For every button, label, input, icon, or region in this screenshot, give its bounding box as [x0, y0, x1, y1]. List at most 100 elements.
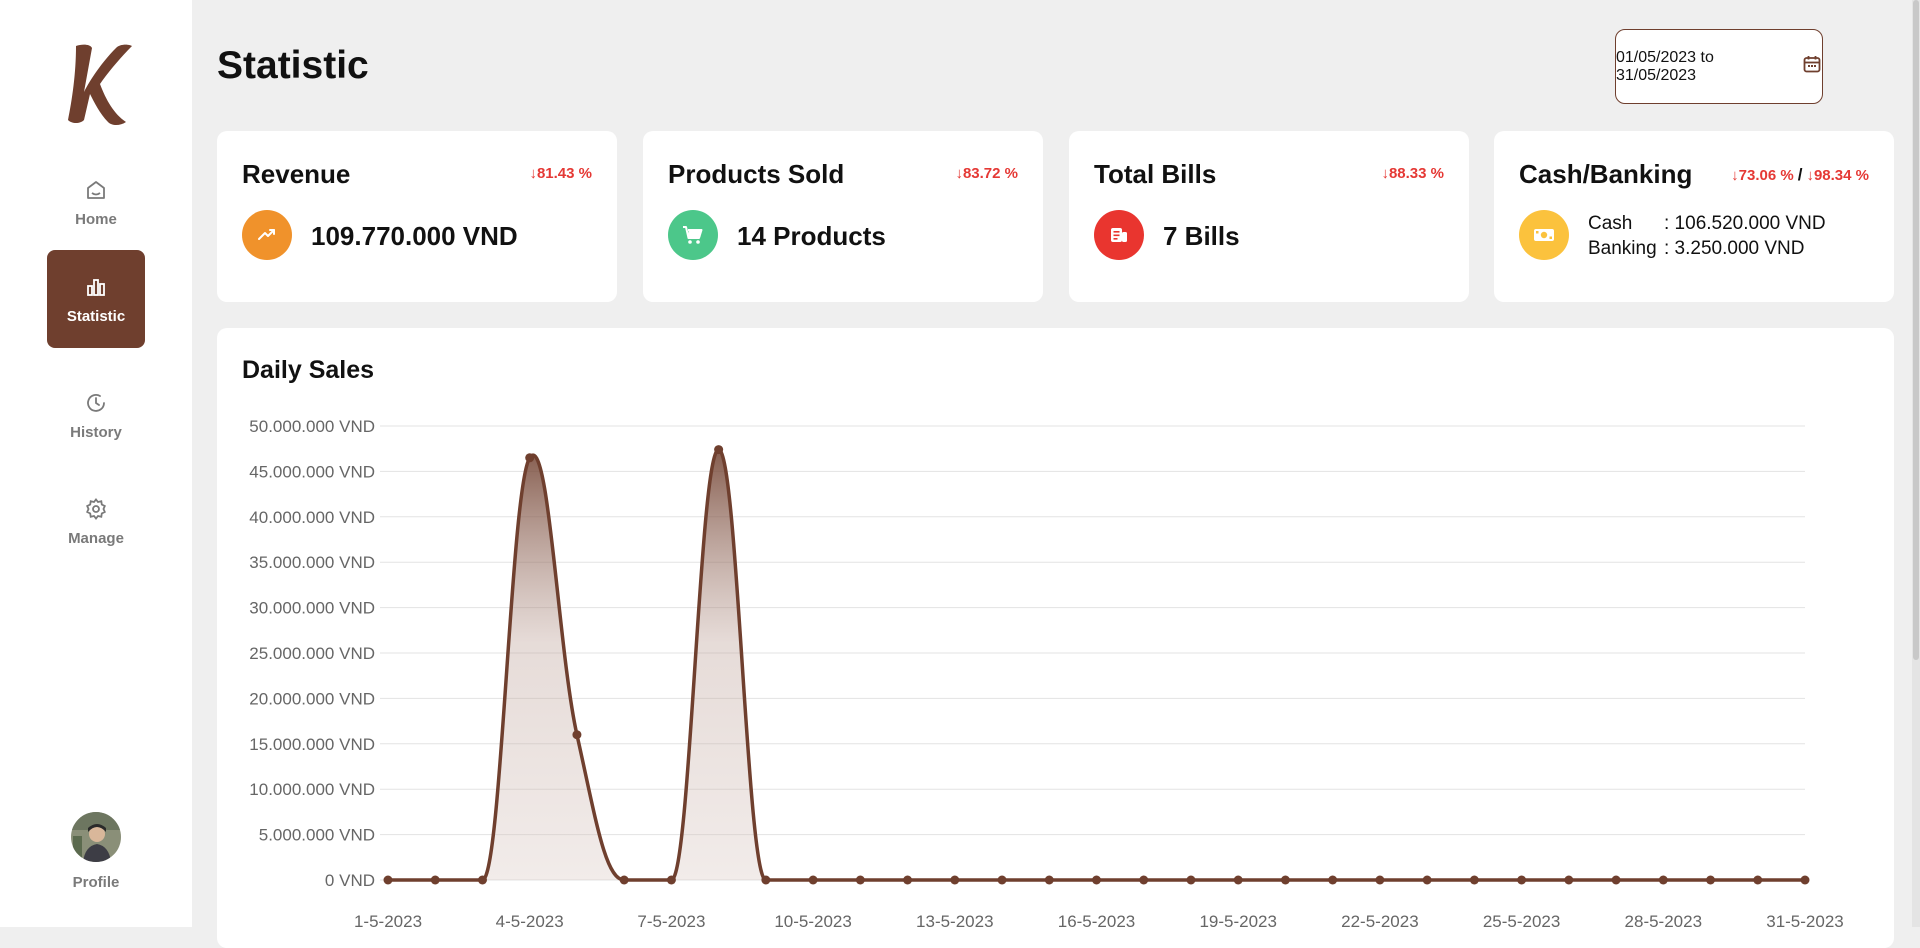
chart-title: Daily Sales: [242, 356, 375, 384]
data-point: [1280, 875, 1290, 885]
data-point: [1564, 875, 1574, 885]
daily-sales-chart: 0 VND 5.000.000 VND 10.000.000 VND 15.000.0…: [249, 417, 1844, 931]
cash-banking-title: Cash/Banking: [1519, 159, 1693, 189]
nav-home[interactable]: Home: [47, 153, 145, 251]
y-tick-label: 5.000.000 VND: [259, 826, 375, 845]
revenue-value: 109.770.000 VND: [311, 221, 518, 251]
y-tick-label: 35.000.000 VND: [249, 553, 375, 572]
sales-area: [388, 449, 1805, 880]
nav-history[interactable]: History: [47, 366, 145, 464]
data-point: [1658, 875, 1668, 885]
data-point: [1328, 875, 1338, 885]
y-tick-label: 20.000.000 VND: [249, 689, 375, 708]
revenue-change: ↓81.43 %: [529, 165, 592, 182]
trending-up-icon: [242, 210, 292, 260]
cash-change: ↓73.06 %: [1731, 167, 1794, 184]
banking-label: Banking: [1588, 238, 1657, 259]
nav-manage[interactable]: Manage: [47, 472, 145, 570]
x-tick-label: 16-5-2023: [1058, 912, 1136, 931]
data-point: [1517, 875, 1527, 885]
products-sold-card: Products Sold ↓83.72 % 14 Products: [643, 131, 1043, 302]
home-icon: [83, 177, 109, 203]
data-point: [1092, 875, 1101, 885]
data-point: [1422, 875, 1432, 885]
nav-history-label: History: [70, 423, 122, 441]
y-tick-label: 50.000.000 VND: [249, 417, 375, 436]
sales-line: [388, 447, 1805, 882]
nav-statistic[interactable]: Statistic: [47, 250, 145, 348]
banking-line: Banking : 3.250.000 VND: [1588, 236, 1826, 261]
scrollbar-thumb[interactable]: [1913, 0, 1919, 660]
x-tick-label: 22-5-2023: [1341, 912, 1419, 931]
data-point: [1753, 875, 1763, 885]
total-bills-change: ↓88.33 %: [1381, 165, 1444, 182]
products-sold-change: ↓83.72 %: [955, 165, 1018, 182]
y-tick-label: 0 VND: [325, 871, 375, 890]
x-tick-label: 19-5-2023: [1199, 912, 1277, 931]
revenue-card: Revenue ↓81.43 % 109.770.000 VND: [217, 131, 617, 302]
data-point: [619, 875, 629, 885]
data-point: [430, 875, 440, 885]
x-tick-label: 31-5-2023: [1766, 912, 1844, 931]
cash-banking-change: ↓73.06 % / ↓98.34 %: [1731, 165, 1869, 185]
cash-label: Cash: [1588, 213, 1633, 234]
daily-sales-card: Daily Sales 0 VND 5.000.000 VND 10.000.000…: [217, 328, 1894, 948]
x-tick-label: 28-5-2023: [1625, 912, 1703, 931]
y-tick-label: 30.000.000 VND: [249, 599, 375, 618]
change-separator: /: [1797, 165, 1803, 184]
profile[interactable]: Profile: [47, 812, 145, 891]
x-tick-label: 13-5-2023: [916, 912, 994, 931]
data-point: [477, 875, 487, 885]
products-sold-value: 14 Products: [737, 221, 886, 251]
cash-banking-card: Cash/Banking ↓73.06 % / ↓98.34 % Cash: 106…: [1494, 131, 1894, 302]
date-range-text: 01/05/2023 to 31/05/2023: [1616, 48, 1714, 84]
data-point: [997, 875, 1007, 885]
x-tick-label: 1-5-2023: [354, 912, 422, 931]
avatar[interactable]: [71, 812, 121, 862]
clock-icon: [83, 390, 109, 416]
data-point: [1375, 875, 1385, 885]
data-point: [572, 730, 582, 740]
banking-amount: : 3.250.000 VND: [1664, 238, 1805, 259]
y-tick-label: 25.000.000 VND: [249, 644, 375, 663]
products-sold-title: Products Sold: [668, 159, 845, 189]
cash-banking-breakdown: Cash: 106.520.000 VND Banking : 3.250.000…: [1588, 211, 1826, 261]
x-tick-label: 4-5-2023: [496, 912, 564, 931]
data-point: [1611, 875, 1621, 885]
nav-statistic-label: Statistic: [66, 307, 126, 325]
receipt-icon: [1094, 210, 1144, 260]
data-point: [1186, 875, 1196, 885]
data-point: [1800, 875, 1810, 885]
banking-change: ↓98.34 %: [1806, 167, 1869, 184]
data-point: [808, 875, 818, 885]
data-point: [761, 875, 771, 885]
data-point: [1706, 875, 1716, 885]
cash-line: Cash: 106.520.000 VND: [1588, 211, 1826, 236]
calendar-icon: [1802, 54, 1822, 79]
profile-label: Profile: [72, 874, 120, 891]
total-bills-card: Total Bills ↓88.33 % 7 Bills: [1069, 131, 1469, 302]
data-point: [1469, 875, 1479, 885]
data-point: [903, 875, 913, 885]
revenue-title: Revenue: [242, 159, 351, 189]
gear-icon: [83, 496, 109, 522]
y-tick-label: 15.000.000 VND: [249, 735, 375, 754]
date-range-picker[interactable]: 01/05/2023 to 31/05/2023: [1615, 29, 1823, 104]
data-point: [525, 453, 535, 463]
x-tick-label: 25-5-2023: [1483, 912, 1561, 931]
total-bills-title: Total Bills: [1094, 159, 1217, 189]
data-point: [950, 875, 960, 885]
data-point: [666, 875, 676, 885]
brand-logo: [68, 44, 132, 125]
y-tick-label: 10.000.000 VND: [249, 780, 375, 799]
cart-icon: [668, 210, 718, 260]
x-tick-label: 7-5-2023: [637, 912, 705, 931]
y-tick-label: 40.000.000 VND: [249, 508, 375, 527]
nav-manage-label: Manage: [68, 529, 124, 547]
data-point: [855, 875, 865, 885]
data-point: [1044, 875, 1054, 885]
data-point: [714, 445, 724, 455]
nav-home-label: Home: [75, 210, 117, 228]
y-tick-label: 45.000.000 VND: [249, 462, 375, 481]
x-tick-label: 10-5-2023: [774, 912, 852, 931]
